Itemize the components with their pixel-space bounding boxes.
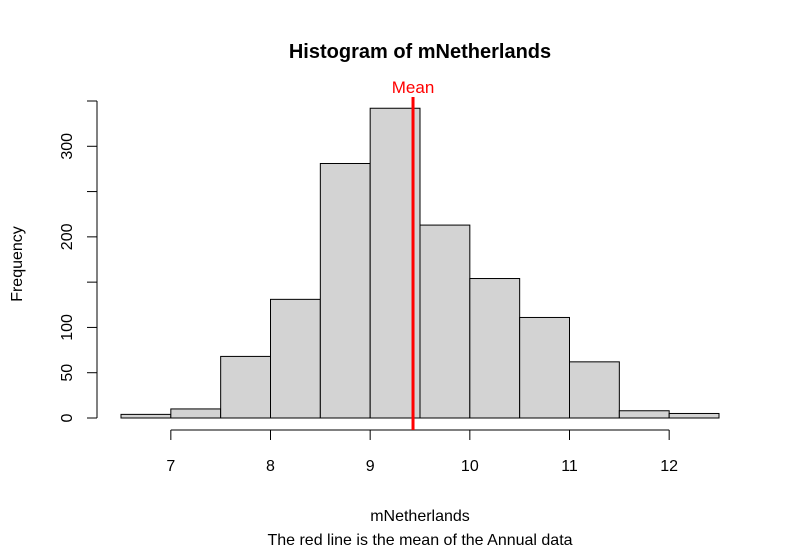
mean-label: Mean [392,78,435,97]
chart-title: Histogram of mNetherlands [289,41,551,63]
y-axis-label: Frequency [9,226,26,302]
x-tick-label: 8 [266,458,275,475]
x-tick-label: 7 [166,458,175,475]
bars-group [120,107,720,419]
y-axis: 0 50 100 200 300 [59,100,98,422]
histogram-bar [319,162,371,419]
x-tick-label: 10 [461,458,479,475]
histogram-bar [668,412,720,419]
y-tick-label: 0 [59,413,76,422]
x-axis-label: mNetherlands [370,508,470,525]
histogram-bar [618,410,670,419]
x-tick-label: 11 [561,458,578,475]
histogram-bar [519,316,571,419]
x-tick-label: 9 [366,458,375,475]
chart-subtitle: The red line is the mean of the Annual d… [267,532,572,549]
histogram-bar [419,224,471,419]
x-axis: 7 8 9 10 11 12 [166,429,678,475]
y-tick-label: 50 [59,364,76,382]
histogram-bar [469,278,521,419]
x-tick-label: 12 [660,458,678,475]
histogram-bar [120,413,172,419]
histogram-bar [270,298,321,419]
histogram-bar [569,361,620,419]
histogram-bar [220,355,272,419]
y-tick-label: 300 [59,133,76,160]
y-tick-label: 200 [59,223,76,250]
y-tick-label: 100 [59,314,76,341]
mean-line-group: Mean [392,78,435,430]
histogram-bar [170,408,222,419]
